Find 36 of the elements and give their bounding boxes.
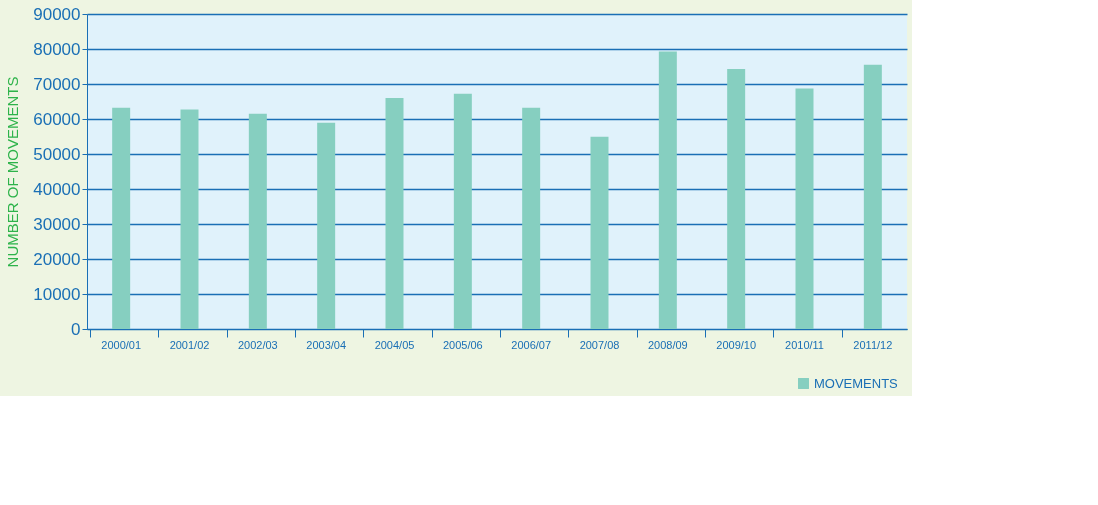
bar [727, 68, 746, 329]
y-tick-label: 30000 [33, 214, 81, 234]
x-tick-label: 2007/08 [579, 338, 620, 351]
y-tick-label: 40000 [33, 179, 81, 199]
x-tick-label: 2000/01 [101, 338, 142, 351]
y-tick-label: 80000 [33, 39, 81, 59]
x-tick-label: 2008/09 [647, 338, 688, 351]
bar [590, 136, 609, 329]
x-tick-label: 2004/05 [374, 338, 415, 351]
bar [795, 88, 814, 329]
bar [658, 51, 677, 329]
y-tick-label: 0 [71, 319, 81, 339]
x-tick-label: 2002/03 [237, 338, 278, 351]
legend-label: MOVEMENTS [814, 375, 899, 391]
x-tick-label: 2003/04 [306, 338, 347, 351]
x-tick-label: 2001/02 [169, 338, 210, 351]
x-tick-label: 2005/06 [442, 338, 483, 351]
y-tick-label: 70000 [33, 74, 81, 94]
bar [522, 107, 541, 329]
bar [317, 122, 336, 329]
bar [863, 64, 882, 329]
y-tick-label: 10000 [33, 284, 81, 304]
bar [180, 109, 199, 329]
x-tick-label: 2011/12 [853, 338, 893, 351]
x-tick-label: 2006/07 [511, 338, 552, 351]
bar [248, 113, 267, 329]
y-tick-label: 60000 [33, 109, 81, 129]
x-tick-label: 2010/11 [785, 338, 824, 351]
y-tick-label: 20000 [33, 249, 81, 269]
y-tick-label: 50000 [33, 144, 81, 164]
bar [453, 93, 472, 329]
bar [112, 107, 131, 329]
bar [385, 98, 404, 329]
y-tick-label: 90000 [33, 4, 81, 24]
y-axis-title: NUMBER OF MOVEMENTS [4, 76, 22, 268]
x-tick-label: 2009/10 [716, 338, 757, 351]
